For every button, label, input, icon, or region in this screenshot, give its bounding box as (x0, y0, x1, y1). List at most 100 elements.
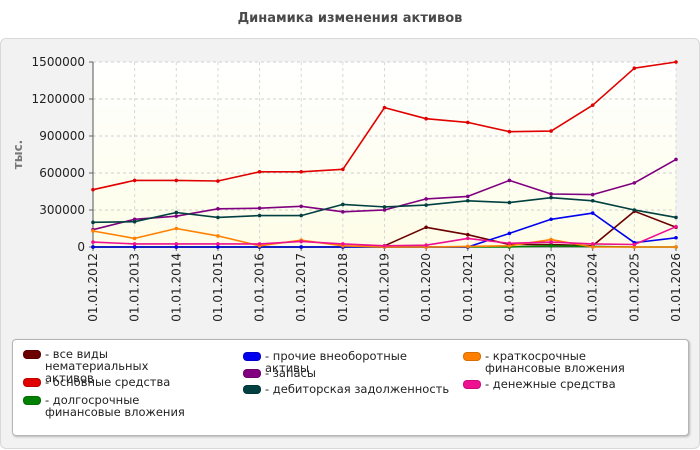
x-tick-label: 01.01.2016 (253, 253, 267, 322)
data-point (257, 169, 262, 174)
data-point (257, 206, 262, 210)
data-point (507, 178, 512, 183)
data-point (132, 236, 137, 241)
data-point (132, 219, 137, 224)
data-point (549, 240, 553, 244)
data-point (216, 215, 220, 220)
legend-item: - денежные средства (463, 378, 643, 390)
data-point (174, 245, 179, 249)
data-point (132, 242, 137, 246)
legend-item: - основные средства (23, 376, 193, 388)
data-point (216, 242, 220, 246)
data-point (632, 245, 637, 249)
data-point (465, 244, 470, 249)
data-point (382, 105, 387, 110)
data-point (549, 217, 553, 222)
data-point (590, 192, 595, 197)
data-point (590, 103, 595, 107)
data-point (674, 60, 678, 64)
data-point (382, 205, 387, 209)
data-point (424, 243, 428, 247)
data-point (674, 224, 678, 229)
data-point (132, 245, 137, 249)
data-point (174, 178, 179, 183)
x-tick-label: 01.01.2018 (336, 253, 350, 322)
data-point (632, 66, 637, 70)
data-point (299, 239, 304, 244)
data-point (132, 178, 137, 183)
data-point (257, 213, 262, 218)
series-5 (91, 195, 678, 225)
data-point (465, 194, 470, 199)
data-point (674, 235, 678, 240)
legend-item: - запасы (243, 367, 453, 379)
data-point (674, 157, 678, 162)
x-tick-label: 01.01.2013 (128, 253, 142, 322)
data-point (216, 234, 220, 238)
y-axis-label: тыс. (11, 140, 25, 169)
legend-swatch (23, 350, 41, 359)
data-point (590, 198, 595, 203)
data-point (632, 242, 637, 247)
y-tick-label: 600000 (39, 166, 85, 180)
data-point (91, 245, 95, 249)
legend-label: - основные средства (45, 375, 171, 389)
x-tick-label: 01.01.2026 (669, 253, 683, 322)
data-point (549, 243, 553, 248)
data-point (91, 187, 95, 192)
y-tick-label: 1200000 (32, 92, 85, 106)
x-tick-label: 01.01.2023 (544, 253, 558, 322)
legend: - все виды нематериальных активов - основ… (12, 339, 689, 436)
data-point (216, 245, 220, 249)
data-point (91, 240, 95, 244)
data-point (507, 243, 512, 248)
legend-item: - все виды нематериальных активов (23, 348, 193, 384)
legend-swatch (23, 378, 41, 387)
data-point (382, 243, 387, 248)
legend-label: - прочие внеоборотные активы (265, 349, 407, 375)
data-point (91, 220, 95, 225)
x-tick-label: 01.01.2020 (419, 253, 433, 322)
data-point (299, 204, 304, 209)
data-point (674, 245, 678, 249)
x-tick-label: 01.01.2012 (86, 253, 100, 322)
series-1 (91, 60, 678, 192)
data-point (674, 215, 678, 220)
data-point (174, 226, 179, 231)
data-point (549, 237, 553, 242)
legend-swatch (243, 385, 261, 394)
legend-label: - долгосрочные финансовые вложения (45, 393, 185, 419)
data-point (299, 245, 304, 249)
x-tick-label: 01.01.2024 (586, 253, 600, 322)
data-point (549, 129, 553, 133)
data-point (507, 129, 512, 134)
data-point (299, 213, 304, 218)
legend-swatch (23, 396, 41, 405)
data-point (174, 214, 179, 218)
data-point (590, 242, 595, 246)
data-point (465, 236, 470, 241)
data-point (424, 203, 428, 207)
data-point (216, 179, 220, 183)
legend-item: - краткосрочные финансовые вложения (463, 350, 643, 374)
legend-swatch (243, 369, 261, 378)
data-point (132, 217, 137, 222)
data-point (549, 195, 553, 200)
data-point (590, 245, 595, 249)
data-point (632, 181, 637, 185)
data-point (424, 116, 428, 121)
data-point (424, 197, 428, 201)
legend-swatch (463, 380, 481, 389)
data-point (632, 208, 637, 212)
data-point (216, 206, 220, 211)
data-point (341, 167, 345, 172)
data-point (257, 242, 262, 246)
y-tick-label: 900000 (39, 129, 85, 143)
legend-label: - дебиторская задолженность (265, 382, 450, 396)
y-tick-label: 0 (77, 240, 85, 254)
data-point (299, 169, 304, 174)
data-point (465, 198, 470, 203)
series-group (91, 60, 678, 249)
legend-swatch (463, 352, 481, 361)
